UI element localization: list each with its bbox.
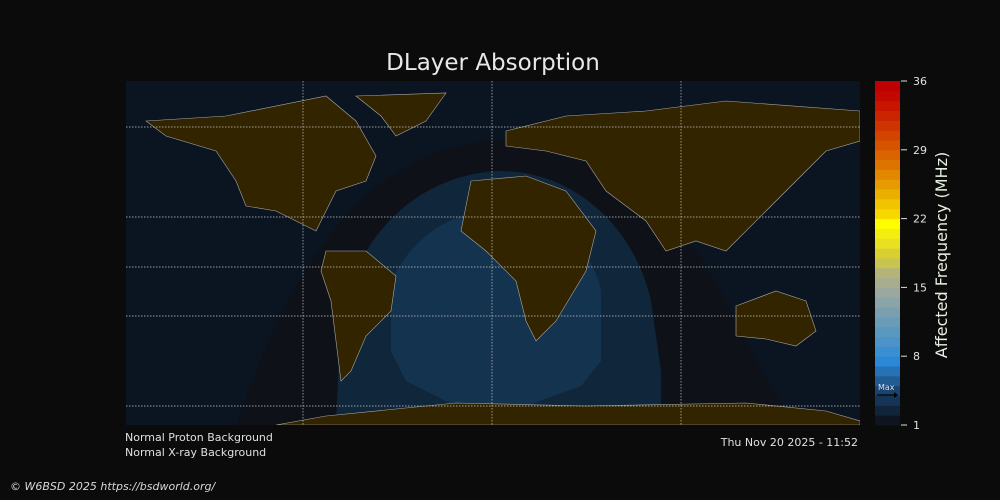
colorbar-tick-label: 1 [913,419,920,432]
colorbar-bin [875,366,900,377]
xray-status: Normal X-ray Background [125,446,267,459]
colorbar-bin [875,277,900,288]
colorbar-bin [875,198,900,210]
colorbar-bin [875,257,900,269]
antarctica [275,402,860,425]
colorbar-bin [875,326,900,338]
colorbar-tick-label: 22 [913,213,927,226]
colorbar-bin [875,415,900,426]
colorbar-bin [875,100,900,111]
colorbar-tick-label: 15 [913,281,927,294]
colorbar-bin [875,81,900,92]
colorbar-bin [875,385,900,397]
colorbar-bin [875,179,900,190]
colorbar-bin [875,405,900,416]
absorption-map [126,81,860,425]
greenland [355,92,447,137]
proton-status: Normal Proton Background [125,431,273,444]
colorbar-bin [875,238,900,249]
colorbar-bin [875,208,900,220]
colorbar-bin [875,189,900,200]
colorbar-bin [875,218,900,229]
colorbar: 36 29 22 15 8 1 Max Affected Frequency (MHz) [875,75,951,432]
colorbar-bin [875,307,900,318]
colorbar-bin [875,90,900,102]
colorbar-bin [875,356,900,367]
eurasia [505,100,860,252]
colorbar-bin [875,120,900,131]
colorbar-bin [875,159,900,170]
colorbar-bin [875,336,900,347]
colorbar-tick-label: 8 [913,350,920,363]
timestamp: Thu Nov 20 2025 - 11:52 [720,436,858,449]
colorbar-bin [875,228,900,239]
colorbar-bin [875,110,900,121]
colorbar-bin [875,130,900,141]
colorbar-bin [875,149,900,161]
grid-lines [126,81,860,425]
colorbar-bin [875,248,900,259]
max-marker-label: Max [878,383,895,392]
colorbar-bin [875,375,900,387]
australia [735,290,817,347]
colorbar-bin [875,297,900,308]
colorbar-bin [875,169,900,180]
colorbar-bin [875,395,900,406]
colorbar-bin [875,287,900,298]
colorbar-bin [875,139,900,151]
colorbar-bin [875,267,900,279]
colorbar-label: Affected Frequency (MHz) [932,152,951,358]
north-america [145,95,377,232]
max-marker-arrowhead [894,392,898,398]
copyright-footer: © W6BSD 2025 https://bsdworld.org/ [10,480,216,493]
chart-title: DLayer Absorption [386,50,600,76]
colorbar-bin [875,316,900,328]
colorbar-tick-label: 36 [913,75,927,88]
colorbar-tick-label: 29 [913,144,927,157]
colorbar-bin [875,346,900,357]
